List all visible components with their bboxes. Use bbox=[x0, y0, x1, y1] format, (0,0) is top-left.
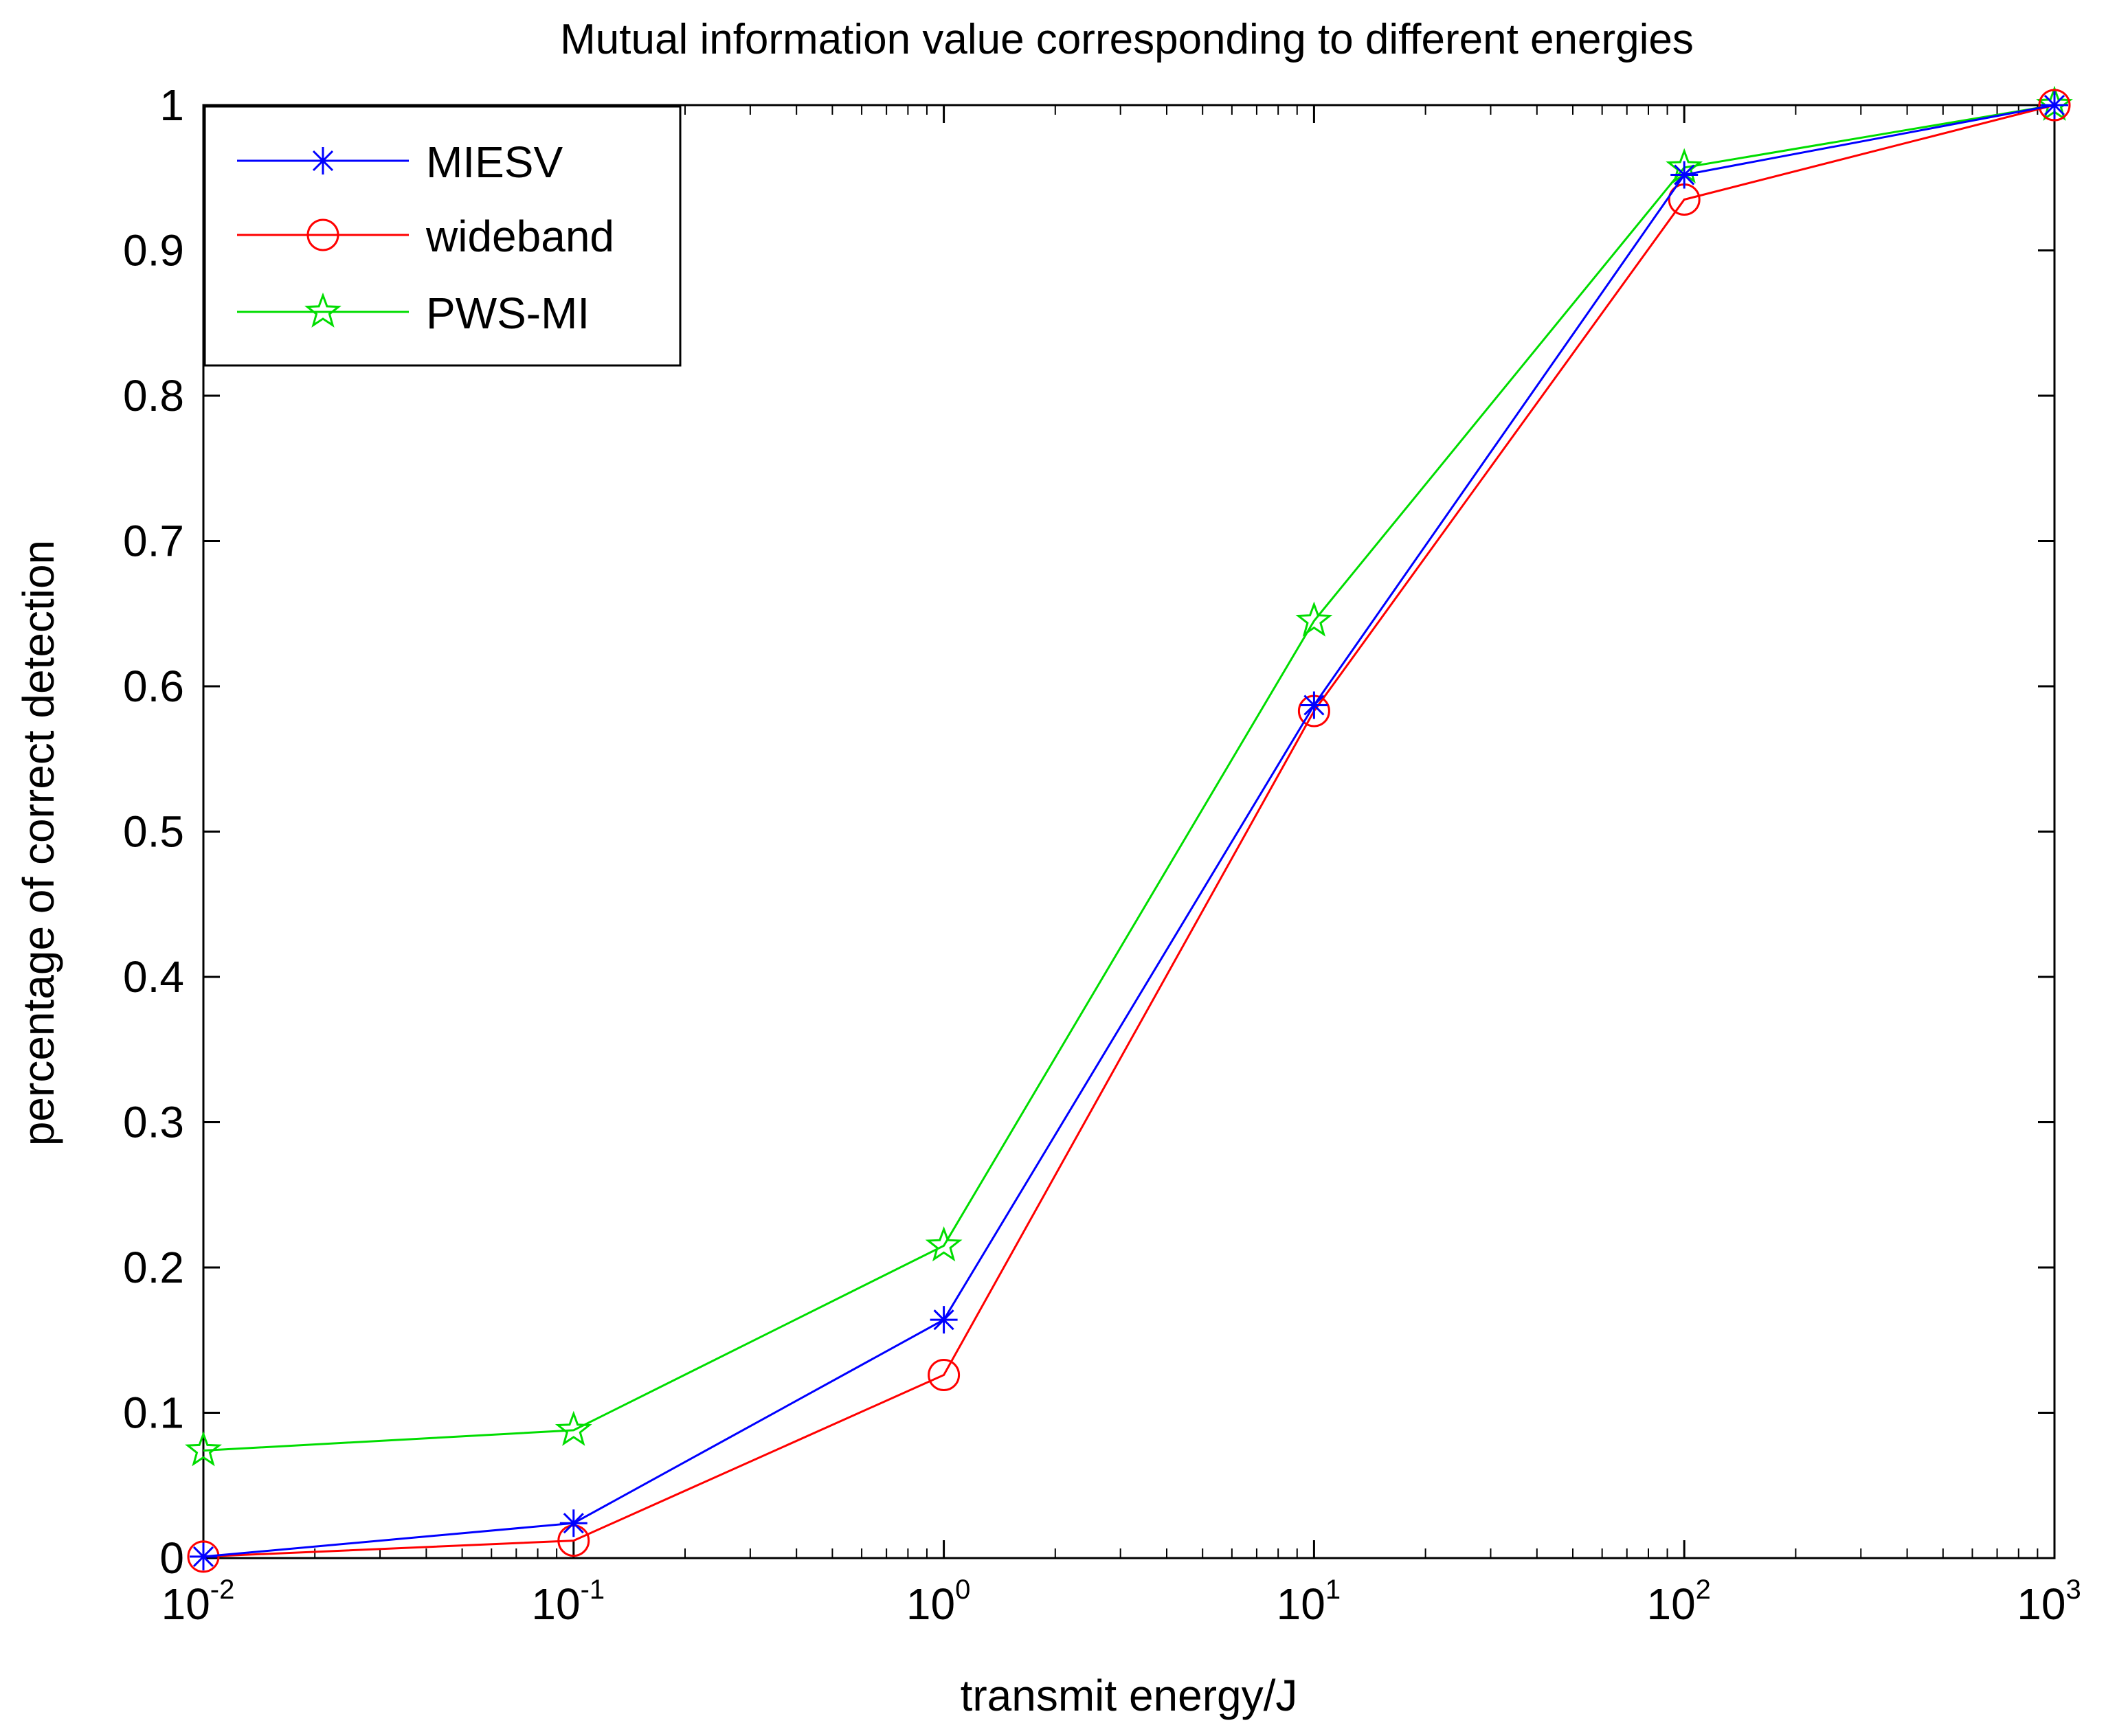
legend-label: MIESV bbox=[426, 137, 563, 187]
series-MIESV bbox=[190, 91, 2068, 1570]
legend-entry: PWS-MI bbox=[237, 289, 590, 338]
chart-title: Mutual information value corresponding t… bbox=[560, 16, 1694, 63]
legend: MIESV wideband PWS-MI bbox=[203, 105, 682, 367]
x-tick-base: 10 bbox=[2017, 1579, 2065, 1629]
x-tick-base: 10 bbox=[906, 1579, 955, 1629]
x-tick-base: 10 bbox=[531, 1579, 580, 1629]
x-tick-label: 10-1 bbox=[531, 1575, 605, 1629]
legend-label: PWS-MI bbox=[426, 289, 590, 338]
data-point bbox=[1670, 161, 1699, 189]
x-tick-exponent: -2 bbox=[210, 1575, 235, 1605]
y-tick-label: 0.3 bbox=[123, 1098, 184, 1147]
x-tick-label: 102 bbox=[1646, 1575, 1710, 1629]
y-tick-label: 0.9 bbox=[123, 226, 184, 275]
x-tick-label: 10-2 bbox=[161, 1575, 235, 1629]
legend-entry: wideband bbox=[237, 212, 614, 261]
data-point bbox=[2041, 91, 2068, 119]
x-tick-base: 10 bbox=[1277, 1579, 1325, 1629]
legend-marker bbox=[304, 292, 341, 328]
data-point bbox=[928, 1359, 961, 1392]
x-tick-base: 10 bbox=[1646, 1579, 1695, 1629]
data-point bbox=[2038, 89, 2071, 122]
data-point bbox=[559, 1509, 587, 1537]
y-tick-label: 0.8 bbox=[123, 371, 184, 420]
x-tick-label: 101 bbox=[1277, 1575, 1341, 1629]
x-tick-exponent: 2 bbox=[1696, 1575, 1711, 1605]
x-tick-label: 103 bbox=[2017, 1575, 2081, 1629]
y-tick-label: 0.7 bbox=[123, 517, 184, 566]
data-point bbox=[1295, 601, 1333, 637]
x-tick-exponent: -1 bbox=[581, 1575, 605, 1605]
data-point bbox=[187, 1540, 220, 1573]
y-axis-label: percentage of correct detection bbox=[14, 540, 63, 1146]
data-point bbox=[930, 1306, 958, 1334]
y-tick-label: 0.4 bbox=[123, 952, 184, 1002]
x-tick-exponent: 3 bbox=[2065, 1575, 2081, 1605]
y-tick-label: 0.5 bbox=[123, 807, 184, 857]
y-tick-label: 0.6 bbox=[123, 662, 184, 711]
series-line bbox=[203, 104, 2055, 1558]
x-tick-base: 10 bbox=[161, 1579, 210, 1629]
data-point bbox=[190, 1542, 217, 1570]
y-tick-label: 0.2 bbox=[123, 1243, 184, 1292]
y-tick-label: 0 bbox=[159, 1533, 184, 1583]
x-tick-exponent: 0 bbox=[955, 1575, 970, 1605]
series-layer bbox=[185, 85, 2073, 1573]
legend-marker bbox=[309, 147, 337, 174]
series-line bbox=[203, 104, 2055, 1558]
data-point bbox=[555, 1410, 592, 1446]
legend-entry: MIESV bbox=[237, 137, 563, 187]
x-axis-label: transmit energy/J bbox=[961, 1671, 1298, 1720]
data-point bbox=[185, 1431, 222, 1467]
data-point bbox=[925, 1226, 963, 1262]
y-tick-label: 0.1 bbox=[123, 1388, 184, 1438]
series-line bbox=[203, 104, 2055, 1452]
series-wideband bbox=[187, 89, 2071, 1573]
y-tick-label: 1 bbox=[159, 80, 184, 130]
data-point bbox=[1300, 691, 1328, 719]
legend-label: wideband bbox=[425, 212, 614, 261]
x-tick-exponent: 1 bbox=[1325, 1575, 1341, 1605]
x-tick-label: 100 bbox=[906, 1575, 970, 1629]
legend-marker bbox=[306, 218, 339, 251]
